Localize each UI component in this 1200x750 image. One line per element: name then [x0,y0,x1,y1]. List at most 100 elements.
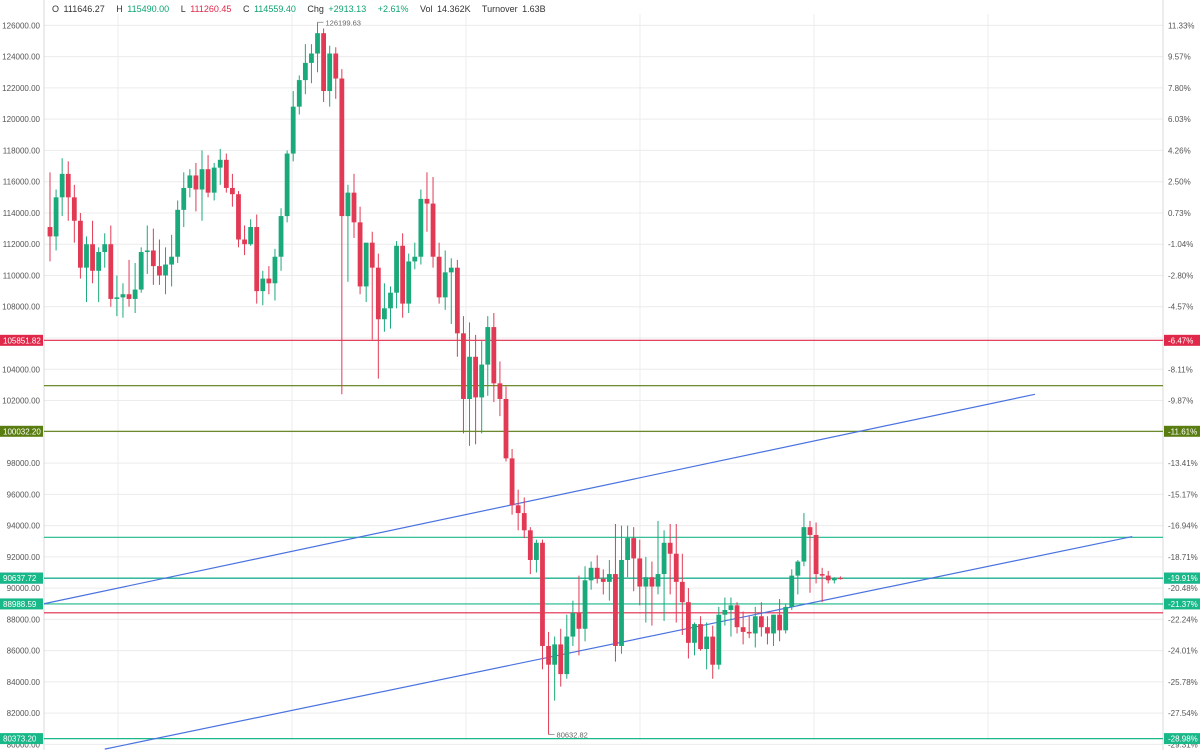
candle [363,242,369,303]
candle [807,520,813,593]
y-axis-right: 11.33% 9.57% 7.80% 6.03% 4.26% 2.50% 0.73% -1.0… [1168,21,1198,749]
change-pct: +2.61% [377,4,409,14]
y-tick-label: 94000.00 [7,522,41,531]
candle-body [181,187,187,210]
candle-body [442,272,448,298]
candle [278,208,284,271]
candle-body [242,239,247,245]
y-tick-label-pct: -18.71% [1168,553,1198,562]
candle-body [78,220,83,268]
change-value: +2913.13 [328,4,367,14]
candle-body [436,256,442,298]
y-tick-label: 120000.00 [2,115,40,124]
level-tag-right-bg [1164,572,1200,584]
level-tag-left: 100032.20 [3,427,41,436]
y-axis-left: 126000.00 124000.00 122000.00 120000.00 1180… [2,21,40,749]
candle [570,600,576,646]
candle [302,44,308,95]
candle-body [631,538,637,559]
candle-body [157,266,162,276]
candle-body [765,627,770,634]
candle-body [290,106,296,154]
candle [546,631,551,735]
high-value: 115490.00 [127,4,170,14]
vol-label: Vol [420,4,433,14]
candle [345,184,351,282]
y-tick-label-pct: -13.41% [1168,459,1198,468]
candle-body [424,198,430,204]
candle [375,253,381,379]
candle [831,577,837,584]
candle-body [594,567,600,579]
candle-body [673,553,679,582]
y-tick-label-pct: -25.78% [1168,678,1198,687]
candle [576,575,582,656]
candle-body [163,264,168,276]
candle-body [564,636,570,675]
candle-body [789,575,795,607]
candle [418,189,424,265]
candle [339,69,345,395]
candle [296,75,302,115]
candle [309,44,314,84]
candle-body [558,644,564,675]
candle [205,155,211,198]
candle [126,259,132,307]
y-tick-label: 88000.00 [7,615,41,624]
candle [783,603,789,634]
y-tick-label-pct: 11.33% [1168,21,1195,30]
candle [290,91,296,162]
candle [327,45,333,107]
candle [746,616,752,639]
level-tag-left-bg [0,334,43,346]
candle-body [710,636,716,665]
candle [187,169,193,198]
candle-body [260,278,266,292]
candle-body [521,513,527,531]
candle-body [831,578,837,581]
candle [716,606,722,670]
trendline-1 [104,535,1133,750]
candle [485,316,491,396]
candle-body [223,159,229,188]
y-tick-label: 122000.00 [2,84,40,93]
y-tick-label: 92000.00 [7,553,41,562]
candle-body [302,62,308,81]
candle [503,386,509,462]
candle-body [357,222,363,287]
candle-body [363,242,369,287]
candle [114,275,120,317]
candle [491,313,497,403]
y-tick-label-pct: 6.03% [1168,115,1191,124]
candle-body [296,80,302,107]
y-tick-label: 84000.00 [7,678,41,687]
y-tick-label: 82000.00 [7,709,41,718]
candle-body [345,192,351,217]
annotation-label-1: 80632.82 [557,731,588,740]
candle [217,148,223,185]
candle-body [485,327,491,365]
candle-body [150,250,156,267]
y-tick-label-pct: -9.87% [1168,397,1193,406]
y-tick-label-pct: -8.11% [1168,365,1193,374]
candle [284,150,290,223]
candle [193,162,199,212]
candle [692,622,697,656]
trendlines [43,393,1133,750]
candle [704,622,710,670]
candle [163,247,168,295]
candle-body [351,192,357,223]
candle-body [704,636,710,650]
candle [698,616,703,651]
candle-body [199,169,205,190]
turnover-value: 1.63B [522,4,546,14]
candle [789,569,795,611]
candle-body [728,605,734,611]
y-tick-label-pct: -20.48% [1168,584,1198,593]
candle [436,242,442,304]
candle-body [248,227,254,245]
candle [825,570,831,584]
candle [838,576,843,580]
ohlc-header: O 111646.27 H 115490.00 L 111260.45 C 11… [52,4,548,14]
